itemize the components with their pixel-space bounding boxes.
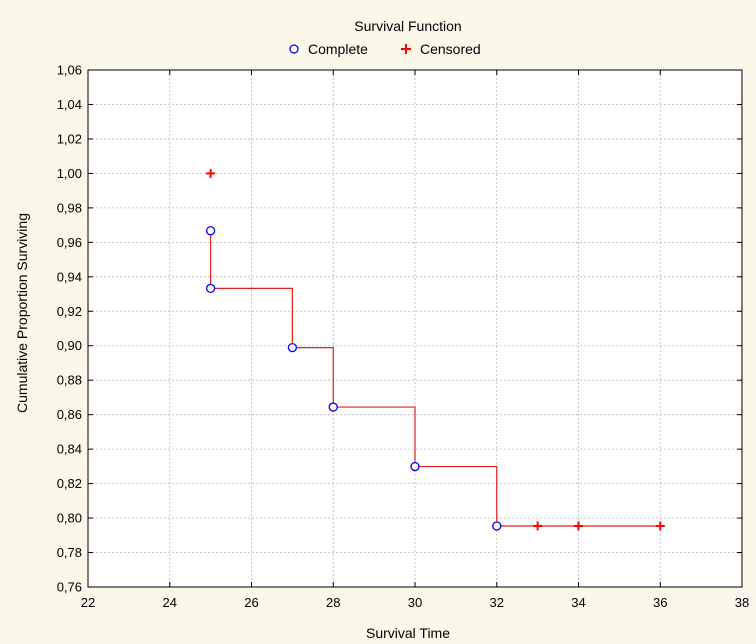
y-axis-tick-labels: 0,76 0,78 0,80 0,82 0,84 0,86 0,88 0,90 0,92 0,94… bbox=[57, 63, 82, 595]
x-tick-label: 38 bbox=[735, 595, 749, 610]
y-tick-label: 0,96 bbox=[57, 235, 82, 250]
y-tick-label: 1,04 bbox=[57, 97, 82, 112]
y-tick-label: 1,00 bbox=[57, 166, 82, 181]
x-tick-label: 28 bbox=[326, 595, 340, 610]
y-tick-label: 0,92 bbox=[57, 304, 82, 319]
x-tick-label: 22 bbox=[81, 595, 95, 610]
censored-point bbox=[533, 521, 543, 531]
data-markers bbox=[205, 168, 665, 531]
legend: Complete Censored bbox=[289, 41, 481, 57]
complete-point bbox=[410, 461, 420, 472]
y-tick-label: 0,76 bbox=[57, 580, 82, 595]
legend-complete-marker bbox=[289, 44, 299, 54]
x-tick-label: 32 bbox=[490, 595, 504, 610]
x-tick-label: 36 bbox=[653, 595, 667, 610]
complete-point bbox=[205, 226, 216, 236]
complete-point bbox=[492, 521, 502, 531]
censored-point bbox=[574, 521, 583, 531]
y-tick-label: 1,06 bbox=[57, 63, 82, 78]
legend-complete-label: Complete bbox=[308, 41, 368, 57]
x-tick-label: 34 bbox=[571, 595, 585, 610]
x-tick-label: 26 bbox=[244, 595, 258, 610]
complete-point bbox=[205, 283, 216, 293]
plot-border bbox=[87, 69, 743, 588]
y-tick-label: 0,78 bbox=[57, 545, 82, 560]
x-tick-label: 30 bbox=[408, 595, 422, 610]
y-tick-label: 0,94 bbox=[57, 269, 82, 284]
y-tick-label: 0,98 bbox=[57, 200, 82, 215]
y-tick-label: 0,84 bbox=[57, 442, 82, 457]
y-tick-label: 0,86 bbox=[57, 407, 82, 422]
legend-censored-marker bbox=[401, 44, 411, 54]
x-axis-tick-labels: 22 24 26 28 30 32 34 36 38 bbox=[81, 595, 749, 610]
y-tick-label: 0,90 bbox=[57, 338, 82, 353]
y-tick-label: 0,80 bbox=[57, 511, 82, 526]
legend-censored-label: Censored bbox=[420, 41, 481, 57]
censored-point bbox=[655, 521, 665, 531]
chart-title: Survival Function bbox=[354, 18, 461, 34]
y-tick-label: 0,88 bbox=[57, 373, 82, 388]
y-tick-label: 1,02 bbox=[57, 131, 82, 146]
y-tick-label: 0,82 bbox=[57, 476, 82, 491]
complete-point bbox=[287, 342, 298, 353]
complete-point bbox=[328, 402, 338, 412]
grid bbox=[88, 70, 742, 587]
censored-point bbox=[206, 168, 216, 178]
x-tick-label: 24 bbox=[163, 595, 177, 610]
y-axis-title: Cumulative Proportion Surviving bbox=[14, 213, 30, 413]
plot-area bbox=[88, 70, 742, 587]
x-axis-title: Survival Time bbox=[366, 625, 450, 641]
